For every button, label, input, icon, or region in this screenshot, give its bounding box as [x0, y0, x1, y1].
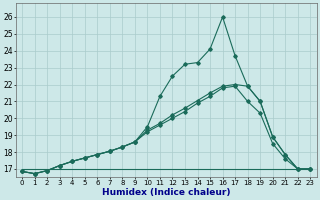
X-axis label: Humidex (Indice chaleur): Humidex (Indice chaleur)	[102, 188, 230, 197]
